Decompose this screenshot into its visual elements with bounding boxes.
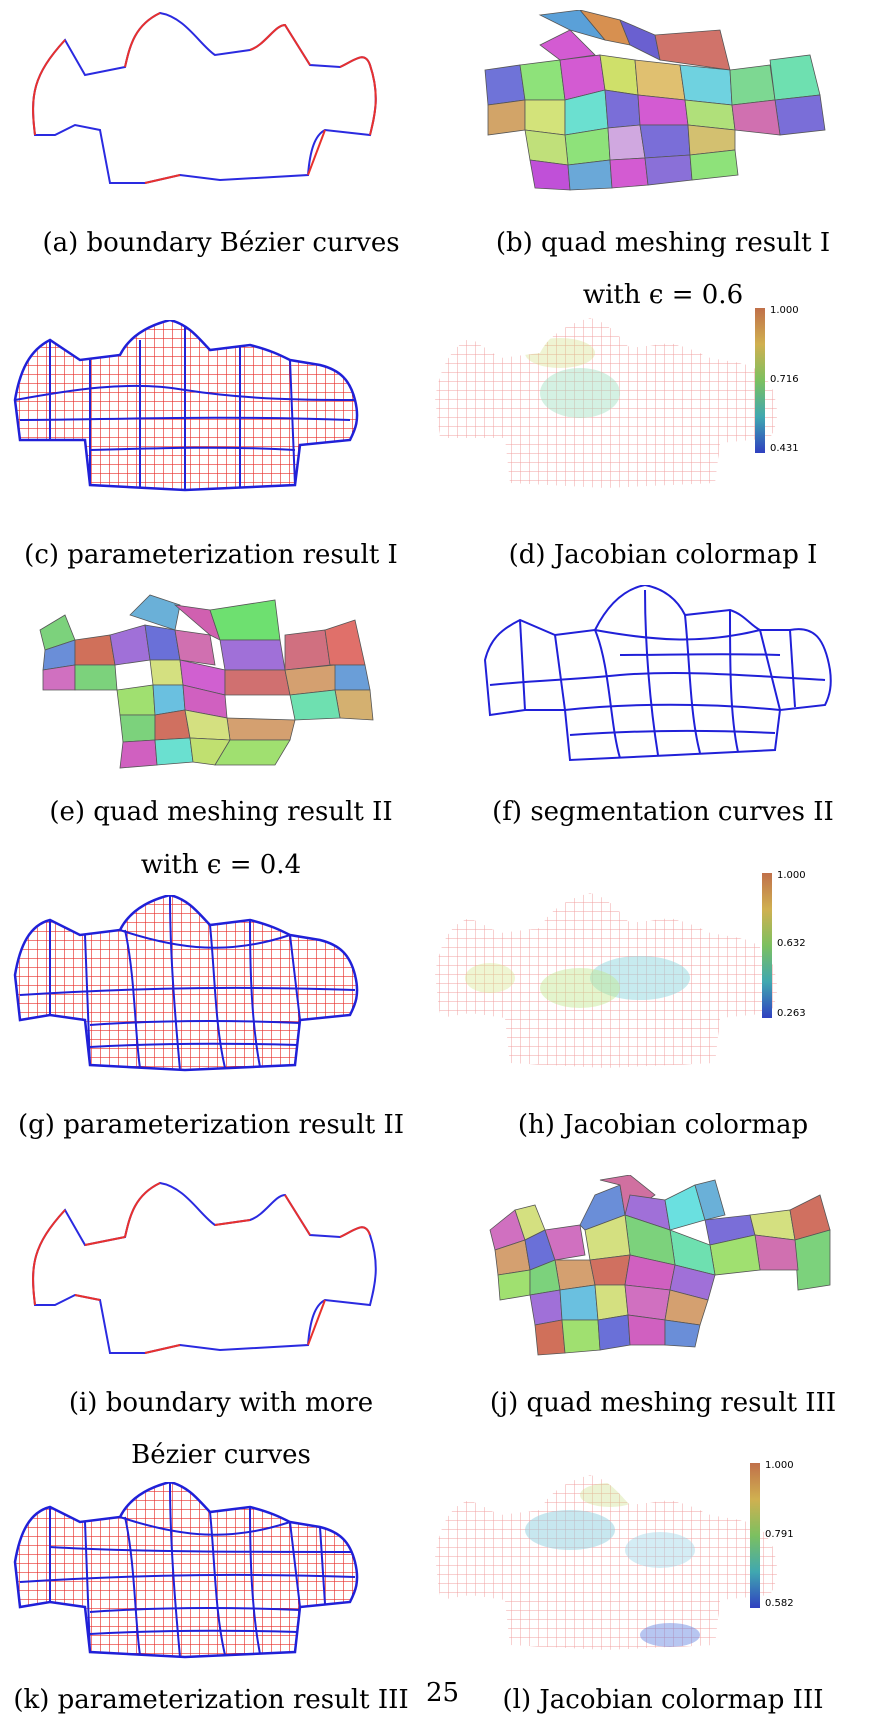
colorbar-l-min: 0.582 [765, 1598, 794, 1609]
colorbar-d [755, 308, 765, 453]
colorbar-h-min: 0.263 [777, 1008, 806, 1019]
quad-mesh-b [484, 10, 826, 191]
caption-b: (b) quad meshing result I [495, 228, 831, 258]
colorbar-l-max: 1.000 [765, 1460, 794, 1471]
colorbar-d-min: 0.431 [770, 443, 799, 454]
segmentation-curves-f [483, 585, 832, 762]
quad-mesh-e [39, 594, 374, 769]
panel-k-parameterization [10, 1482, 390, 1667]
jacobian-colormap-h [435, 893, 778, 1068]
quad-mesh-j [489, 1175, 831, 1356]
panel-g-parameterization [10, 895, 390, 1080]
colorbar-l-mid: 0.791 [765, 1529, 794, 1540]
caption-k: (k) parameterization result III [13, 1685, 409, 1715]
page-number: 25 [425, 1678, 460, 1708]
caption-i-line2: Bézier curves [131, 1440, 311, 1470]
panel-c-parameterization [10, 320, 390, 495]
parameterization-grid-k [13, 1482, 359, 1659]
colorbar-h-max: 1.000 [777, 870, 806, 881]
colorbar-d-mid: 0.716 [770, 374, 799, 385]
caption-d: (d) Jacobian colormap I [508, 540, 818, 570]
colorbar-h-mid: 0.632 [777, 938, 806, 949]
jacobian-colormap-l [435, 1475, 778, 1650]
caption-i: (i) boundary with more [68, 1388, 374, 1418]
caption-h: (h) Jacobian colormap [517, 1110, 809, 1140]
panel-i-boundary [25, 1175, 385, 1365]
colorbar-d-max: 1.000 [770, 305, 799, 316]
caption-g: (g) parameterization result II [18, 1110, 404, 1140]
panel-l-jacobian: 1.000 0.791 0.582 [430, 1460, 800, 1660]
caption-a: (a) boundary Bézier curves [42, 228, 400, 258]
panel-j-quad-mesh [480, 1175, 840, 1360]
caption-l: (l) Jacobian colormap III [502, 1685, 824, 1715]
colorbar-h [762, 873, 772, 1018]
caption-c: (c) parameterization result I [24, 540, 398, 570]
panel-b-quad-mesh [480, 10, 840, 195]
caption-e: (e) quad meshing result II [49, 797, 393, 827]
panel-e-quad-mesh [35, 590, 395, 770]
caption-j: (j) quad meshing result III [489, 1388, 837, 1418]
panel-f-segmentation [480, 585, 860, 765]
panel-h-jacobian: 1.000 0.632 0.263 [430, 870, 806, 1073]
boundary-curves-i [32, 1181, 377, 1354]
jacobian-colormap-d [435, 318, 778, 488]
parameterization-grid-g [13, 895, 359, 1072]
caption-f: (f) segmentation curves II [492, 797, 834, 827]
colorbar-l [750, 1463, 760, 1608]
boundary-curves-a [32, 11, 377, 184]
caption-e-line2: with ϵ = 0.4 [140, 850, 302, 880]
panel-a-boundary [25, 5, 385, 195]
caption-b-line2: with ϵ = 0.6 [582, 280, 744, 310]
parameterization-grid-c [13, 320, 359, 492]
panel-d-jacobian: 1.000 0.716 0.431 [430, 305, 800, 493]
